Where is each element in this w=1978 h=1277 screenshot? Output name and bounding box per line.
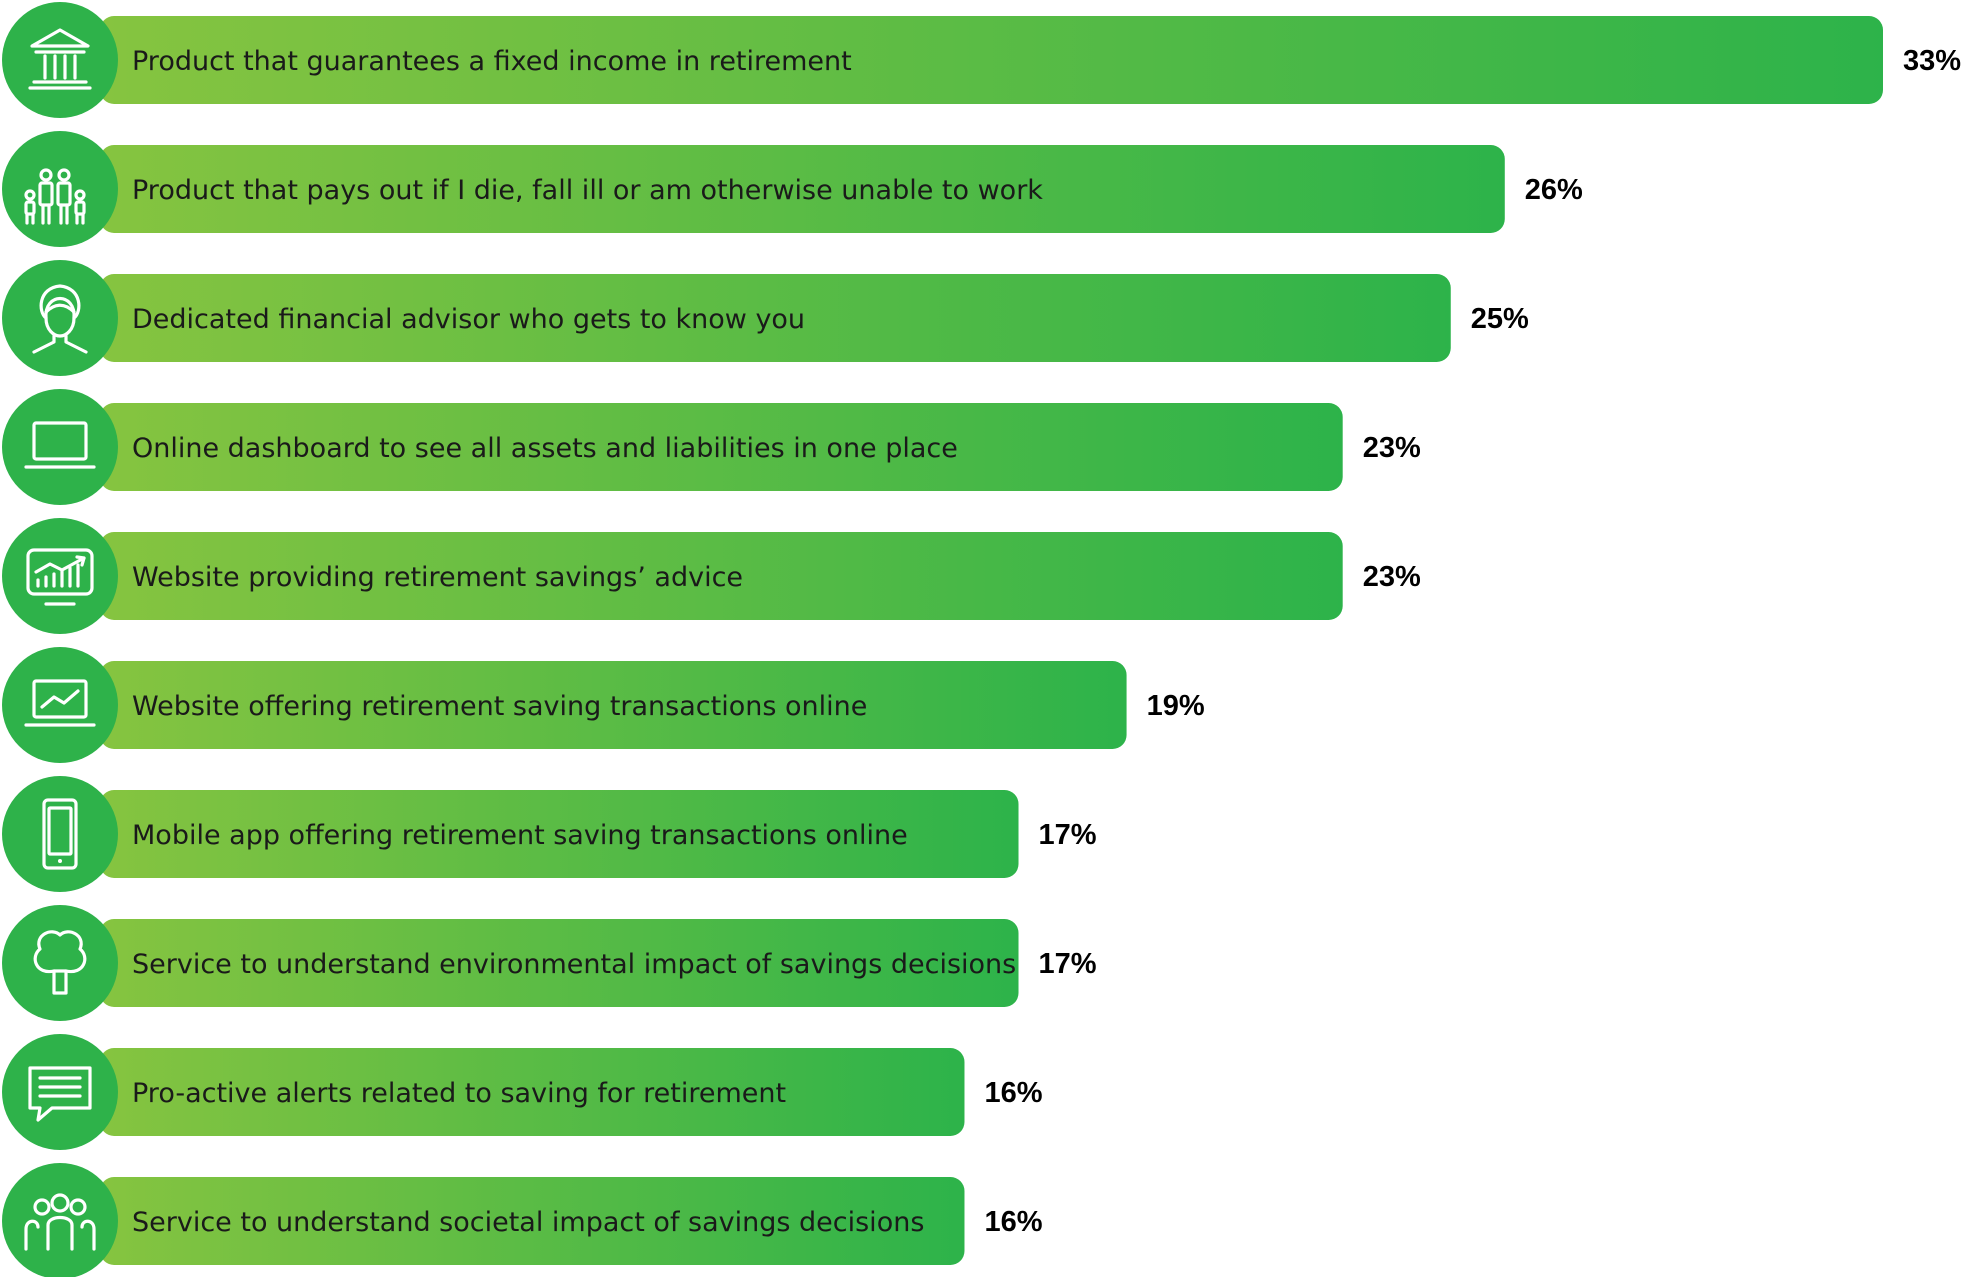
- people-group-icon: [24, 1193, 96, 1251]
- bar: [100, 532, 1343, 620]
- bar-row: Website offering retirement saving trans…: [2, 647, 1205, 763]
- value-label: 25%: [1471, 303, 1529, 335]
- icon-circle: [2, 260, 118, 376]
- value-label: 23%: [1363, 432, 1421, 464]
- bar-label: Product that pays out if I die, fall ill…: [132, 175, 1043, 206]
- value-label: 26%: [1525, 174, 1583, 206]
- bar-row: Dedicated financial advisor who gets to …: [2, 260, 1529, 376]
- bar: [100, 1048, 965, 1136]
- laptop-icon: [24, 421, 96, 469]
- family-icon: [24, 168, 86, 225]
- bar: [100, 790, 1019, 878]
- bar-label: Pro-active alerts related to saving for …: [132, 1078, 786, 1109]
- bar: [100, 1177, 965, 1265]
- icon-circle: [2, 647, 118, 763]
- bar-label: Dedicated financial advisor who gets to …: [132, 304, 805, 335]
- trend-laptop-icon: [24, 679, 96, 727]
- icon-circle: [2, 2, 118, 118]
- icon-circle: [2, 518, 118, 634]
- bar-label: Product that guarantees a fixed income i…: [132, 46, 852, 77]
- value-label: 16%: [984, 1077, 1042, 1109]
- icon-circle: [2, 776, 118, 892]
- bar-label: Online dashboard to see all assets and l…: [132, 433, 958, 464]
- mobile-phone-icon: [42, 798, 78, 870]
- bar-row: Service to understand societal impact of…: [2, 1163, 1043, 1277]
- icon-circle: [2, 131, 118, 247]
- bar: [100, 16, 1883, 104]
- icon-circle: [2, 1163, 118, 1277]
- value-label: 33%: [1903, 45, 1961, 77]
- bar-row: Service to understand environmental impa…: [2, 905, 1097, 1021]
- advisor-icon: [32, 284, 88, 354]
- value-label: 16%: [984, 1206, 1042, 1238]
- bar-label: Service to understand environmental impa…: [132, 949, 1016, 980]
- bar: [100, 919, 1019, 1007]
- chat-message-icon: [28, 1066, 92, 1122]
- icon-circle: [2, 389, 118, 505]
- value-label: 19%: [1147, 690, 1205, 722]
- bar-label: Website offering retirement saving trans…: [132, 691, 867, 722]
- value-label: 23%: [1363, 561, 1421, 593]
- icon-circle: [2, 1034, 118, 1150]
- bar-label: Website providing retirement savings’ ad…: [132, 562, 743, 593]
- bar: [100, 274, 1451, 362]
- bank-icon: [28, 28, 92, 90]
- bar-label: Service to understand societal impact of…: [132, 1207, 924, 1238]
- bar-label: Mobile app offering retirement saving tr…: [132, 820, 908, 851]
- bar: [100, 661, 1127, 749]
- chart-monitor-icon: [26, 548, 94, 606]
- bar-row: Online dashboard to see all assets and l…: [2, 389, 1421, 505]
- bar-row: Product that guarantees a fixed income i…: [2, 2, 1961, 118]
- bar-row: Website providing retirement savings’ ad…: [2, 518, 1421, 634]
- value-label: 17%: [1039, 948, 1097, 980]
- bar-row: Mobile app offering retirement saving tr…: [2, 776, 1097, 892]
- value-label: 17%: [1039, 819, 1097, 851]
- bar-row: Pro-active alerts related to saving for …: [2, 1034, 1043, 1150]
- icon-circle: [2, 905, 118, 1021]
- tree-icon: [33, 930, 87, 995]
- bar-row: Product that pays out if I die, fall ill…: [2, 131, 1583, 247]
- bar: [100, 403, 1343, 491]
- bar: [100, 145, 1505, 233]
